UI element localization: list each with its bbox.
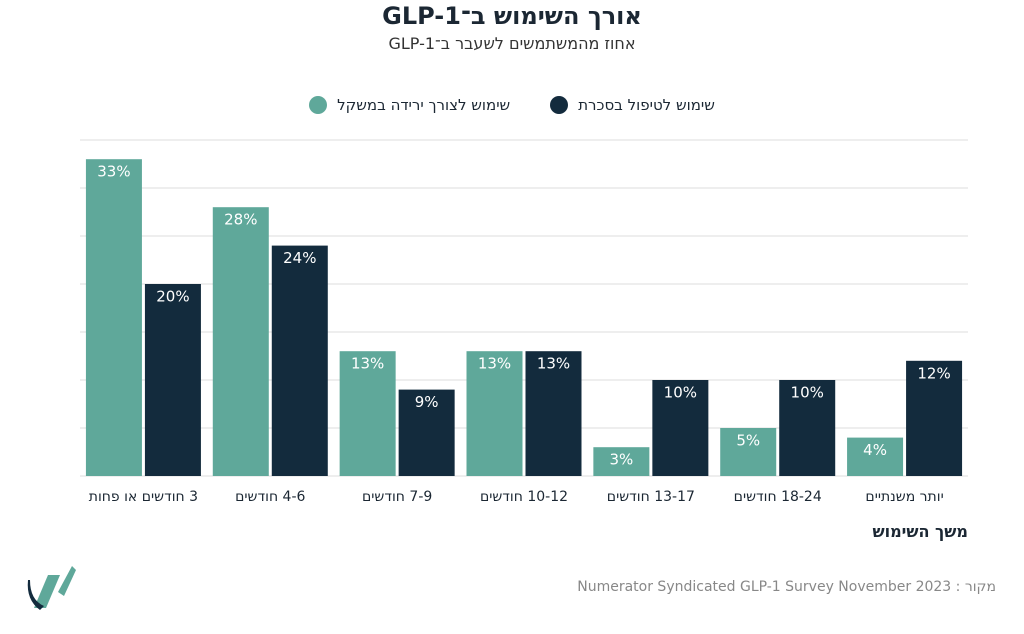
x-tick-label: 10-12 חודשים (480, 489, 568, 505)
x-tick-label: יותר משנתיים (865, 489, 943, 505)
source-note: מקור : Numerator Syndicated GLP-1 Survey… (577, 579, 996, 595)
data-label: 12% (917, 364, 950, 382)
legend-item: שימוש לצורך ירידה במשקל (309, 96, 510, 114)
data-label: 13% (351, 355, 384, 373)
data-label: 5% (736, 432, 760, 450)
bar (339, 351, 396, 476)
chart-subtitle: אחוז מהמשתמשים לשעבר ב־GLP-1 (388, 34, 636, 53)
legend: שימוש לצורך ירידה במשקל שימוש לטיפול בסכר… (0, 96, 1024, 114)
x-tick-label: 18-24 חודשים (734, 489, 822, 505)
data-label: 13% (478, 355, 511, 373)
data-label: 3% (609, 451, 633, 469)
bar (466, 351, 523, 476)
bar (398, 389, 455, 476)
bar (779, 380, 836, 476)
bar (593, 447, 650, 476)
bar (271, 245, 328, 476)
chart-title: אורך השימוש ב־GLP-1 (382, 2, 642, 30)
data-label: 9% (415, 393, 439, 411)
x-tick-label: 7-9 חודשים (362, 489, 432, 505)
legend-swatch (309, 96, 328, 114)
data-label: 10% (791, 384, 824, 402)
data-label: 24% (283, 249, 316, 267)
data-label: 33% (97, 163, 130, 181)
data-label: 13% (537, 355, 570, 373)
bar (720, 428, 777, 476)
data-label: 4% (863, 441, 887, 459)
legend-swatch (550, 96, 569, 114)
logo (27, 566, 76, 610)
bar (85, 159, 142, 476)
bar (212, 207, 269, 476)
bar (847, 437, 904, 476)
x-tick-label: 4-6 חודשים (235, 489, 305, 505)
bar (906, 360, 963, 476)
data-label: 20% (156, 288, 189, 306)
legend-label: שימוש לטיפול בסכרת (578, 96, 715, 114)
data-label: 28% (224, 211, 257, 229)
bar (144, 284, 201, 476)
x-tick-label: 13-17 חודשים (607, 489, 695, 505)
x-axis-title: משך השימוש (872, 522, 968, 541)
bar (525, 351, 582, 476)
x-tick-label: 3 חודשים או פחות (89, 489, 198, 505)
bar (652, 380, 709, 476)
legend-label: שימוש לצורך ירידה במשקל (337, 96, 511, 114)
legend-item: שימוש לטיפול בסכרת (550, 96, 715, 114)
data-label: 10% (664, 384, 697, 402)
